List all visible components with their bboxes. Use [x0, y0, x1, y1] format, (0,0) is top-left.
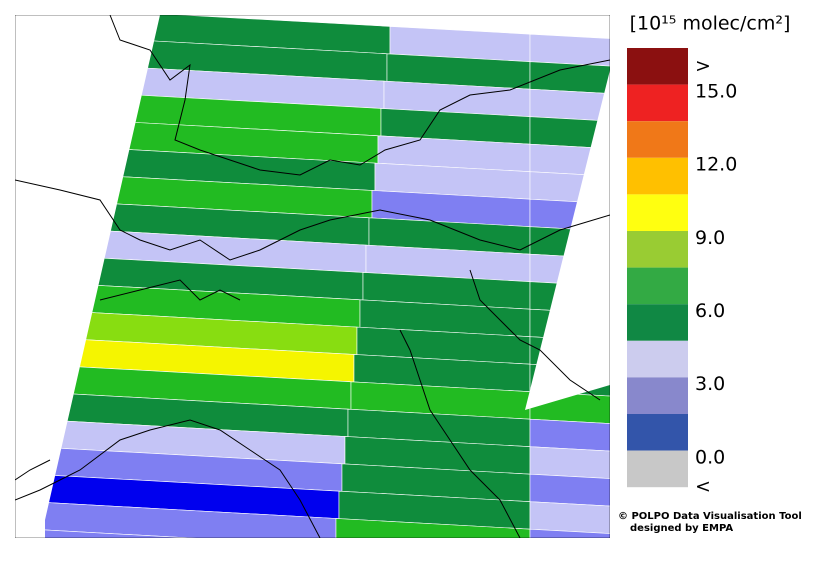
swath-tile — [529, 33, 610, 67]
swath-tile — [529, 501, 610, 535]
colorbar-label: > — [695, 55, 711, 77]
colorbar-box — [627, 84, 688, 122]
colorbar-box — [627, 231, 688, 268]
colorbar-label: 0.0 — [695, 446, 725, 468]
colorbar-box — [627, 157, 688, 195]
borders — [15, 15, 610, 538]
colorbar-box — [627, 414, 688, 451]
legend-title: [10¹⁵ molec/cm²] — [630, 13, 791, 35]
colorbar: >15.0 12.0 9.0 6.0 3.0 0.0 < — [627, 48, 737, 498]
credit-line: © POLPO Data Visualisation Tool — [618, 511, 802, 522]
colorbar-box — [627, 121, 688, 158]
swath-tile — [529, 528, 610, 538]
colorbar-label: 15.0 — [695, 80, 737, 102]
colorbar-box — [627, 267, 688, 305]
colorbar-box — [627, 377, 688, 414]
swath-tile — [529, 61, 610, 95]
swath-tile — [45, 499, 337, 538]
colorbar-box — [627, 450, 688, 488]
map-area — [15, 15, 620, 566]
swath-tile — [529, 88, 610, 122]
colorbar-box — [627, 194, 688, 231]
colorbar-label: < — [695, 476, 711, 498]
swath-tile — [530, 557, 620, 566]
colorbar-label: 9.0 — [695, 227, 725, 249]
swath-tile — [529, 473, 610, 507]
swath-tile — [529, 418, 610, 452]
colorbar-label: 12.0 — [695, 154, 737, 176]
swath-tile — [335, 518, 531, 538]
colorbar-box — [627, 304, 688, 341]
colorbar-label: 6.0 — [695, 300, 725, 322]
credit-line: designed by EMPA — [630, 523, 733, 534]
swath-tile — [333, 546, 530, 566]
colorbar-label: 3.0 — [695, 373, 725, 395]
swath-tile — [529, 446, 610, 480]
colorbar-box — [627, 48, 688, 85]
colorbar-box — [627, 340, 688, 378]
